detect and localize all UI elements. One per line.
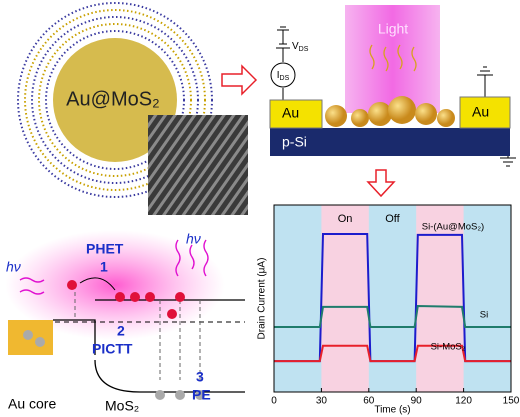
shell <box>31 16 199 184</box>
photons <box>19 239 209 295</box>
plot-frame <box>273 204 512 393</box>
gold-core <box>53 38 177 162</box>
band-panel: PHET 1 hν hν 2 PICTT 3 PE Au core MoS₂ <box>5 230 245 414</box>
particle-panel: Au@MoS₂ <box>17 2 248 215</box>
shell <box>38 23 192 177</box>
ids-label: IDS <box>277 70 290 82</box>
shell <box>17 2 213 198</box>
substrate <box>270 128 510 156</box>
nanoparticles <box>325 96 455 127</box>
pad <box>269 99 323 129</box>
pad <box>459 96 511 129</box>
vds-label: VDS <box>292 41 309 53</box>
x-axis-label: Time (s) <box>374 405 410 416</box>
region-label: Off <box>385 213 400 225</box>
ids-sub: DS <box>280 75 290 82</box>
ammeter <box>270 62 296 88</box>
pad-label: Au <box>472 104 489 120</box>
au-core-label: Au core <box>8 396 56 412</box>
series-label: Si-MoS₂ <box>431 342 466 353</box>
step-2: 2 <box>117 323 125 339</box>
shell <box>45 30 185 170</box>
mos2-label: MoS₂ <box>105 398 139 414</box>
pad-label: Au <box>282 105 299 121</box>
step-1: 1 <box>100 259 108 275</box>
series-label: Si-(Au@MoS₂) <box>422 222 484 233</box>
transfer-arrow <box>79 277 116 291</box>
ids: I <box>277 70 280 81</box>
x-tick-label: 120 <box>455 396 472 407</box>
series-line <box>274 304 511 328</box>
arrow <box>366 169 396 198</box>
x-tick-label: 90 <box>411 396 423 407</box>
shell <box>24 9 206 191</box>
on-region <box>321 205 369 392</box>
ground <box>477 66 493 97</box>
light-beam <box>345 5 440 113</box>
x-tick-label: 60 <box>363 396 375 407</box>
electrons <box>67 280 185 319</box>
light-rays <box>369 44 417 72</box>
series-label: Si <box>480 310 488 321</box>
on-region <box>416 205 464 392</box>
substrate-label: p-Si <box>282 134 307 150</box>
region-label: On <box>338 213 353 225</box>
particle-label: Au@MoS₂ <box>66 88 160 110</box>
arrow <box>221 64 258 96</box>
tem-image <box>148 115 248 215</box>
pictt-label: PICTT <box>92 341 133 357</box>
x-tick-label: 150 <box>503 396 520 407</box>
vds-sub: DS <box>299 46 309 53</box>
hv-left: hν <box>6 259 21 275</box>
x-tick-label: 0 <box>271 396 277 407</box>
y-axis-label: Drain Current (μA) <box>257 258 268 340</box>
vds: V <box>292 41 299 52</box>
x-tick-label: 30 <box>316 396 328 407</box>
step-3: 3 <box>196 369 204 385</box>
chart: On Off 0 30 60 90 120 150 Si-(Au@MoS₂) Si Si-MoS₂ T… <box>257 204 520 416</box>
holes <box>23 330 205 400</box>
transitions <box>74 285 201 380</box>
pe-label: PE <box>192 387 211 403</box>
hv-top: hν <box>186 231 201 247</box>
device-panel: Light IDS VDS p-Si Au Au <box>269 5 516 167</box>
circuit <box>276 26 290 100</box>
series-line <box>274 344 511 363</box>
phet-label: PHET <box>86 241 124 257</box>
plot-bg <box>274 205 511 392</box>
light-label: Light <box>378 21 408 37</box>
